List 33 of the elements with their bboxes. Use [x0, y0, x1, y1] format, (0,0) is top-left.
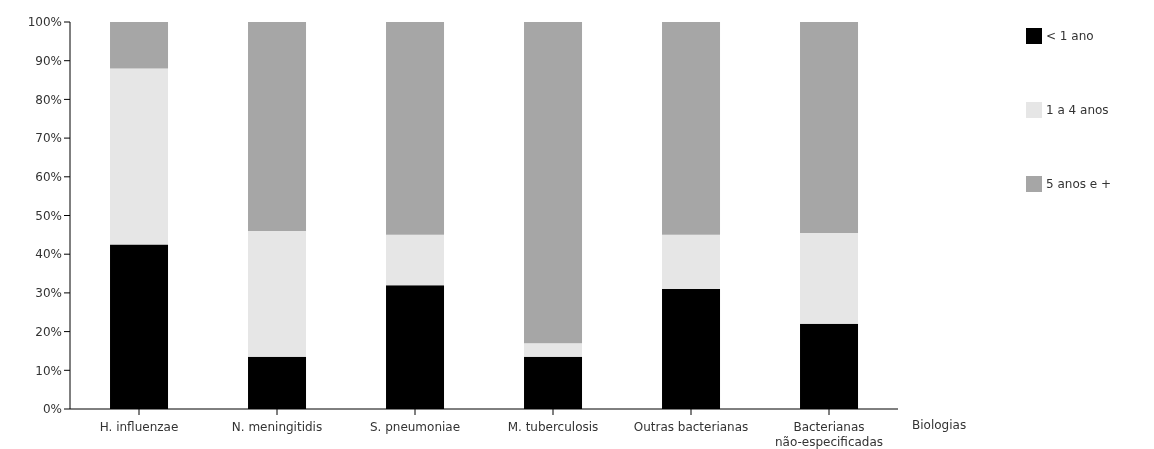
bar	[386, 22, 445, 235]
bar	[110, 68, 169, 245]
bar	[662, 22, 721, 235]
bar	[248, 230, 307, 357]
y-tick-label: 30%	[35, 286, 62, 301]
bar	[524, 22, 583, 344]
y-tick-label: 10%	[35, 363, 62, 378]
x-tick-label: H. influenzae	[99, 420, 179, 434]
x-tick-label: S. pneumoniae	[369, 420, 461, 434]
bar	[524, 343, 583, 357]
y-tick-label: 100%	[27, 15, 62, 30]
y-tick-label: 90%	[35, 53, 62, 68]
bar	[800, 232, 859, 324]
legend-label: 1 a 4 anos	[1046, 102, 1109, 117]
y-tick-label: 0%	[42, 402, 62, 417]
y-tick-label: 70%	[35, 131, 62, 146]
x-tick-label: Bacterianas não-especificadas	[774, 420, 884, 449]
bar	[662, 234, 721, 290]
y-tick-label: 20%	[35, 324, 62, 339]
x-tick-label: N. meningitidis	[231, 420, 323, 434]
y-tick-label: 80%	[35, 92, 62, 107]
bar	[800, 22, 859, 233]
legend-label: 5 anos e +	[1046, 176, 1112, 191]
bar	[248, 22, 307, 231]
bar	[110, 22, 169, 69]
x-tick-label: Outras bacterianas	[633, 420, 749, 434]
y-tick-label: 60%	[35, 170, 62, 185]
bar	[386, 234, 445, 286]
x-axis-title: Biologias	[912, 418, 967, 433]
y-tick-label: 40%	[35, 247, 62, 262]
legend-label: < 1 ano	[1046, 28, 1094, 43]
x-tick-label: M. tuberculosis	[507, 420, 599, 434]
y-tick-label: 50%	[35, 208, 62, 223]
